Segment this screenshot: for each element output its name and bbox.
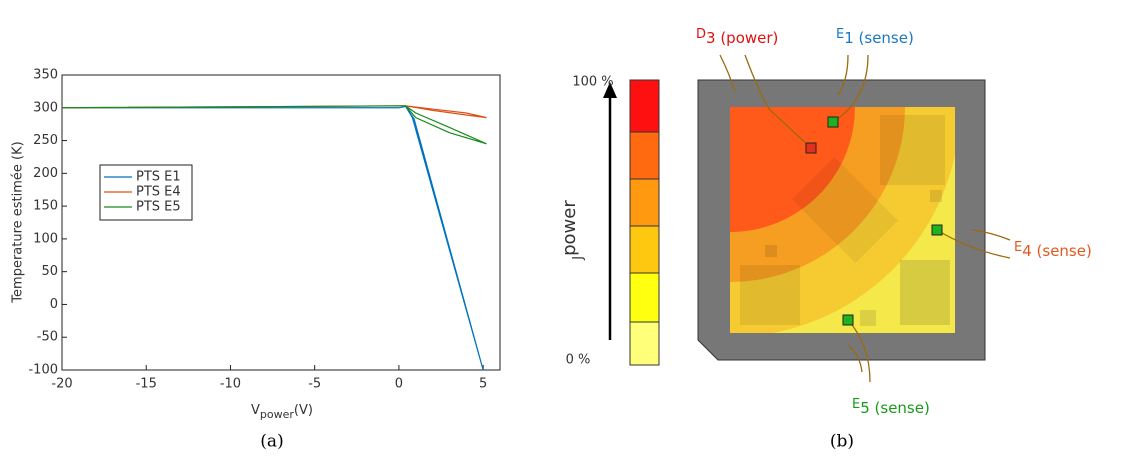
legend-label: PTS E1 [136,170,181,185]
colorbar [629,79,660,366]
heat-map [730,107,955,333]
line [62,105,484,371]
label-e5: E5 (sense) [852,397,930,417]
x-tick-label: 0 [395,377,403,392]
caption: (a) [260,432,283,452]
x-label-main: V [251,403,260,418]
x-label-unit: (V) [294,403,313,418]
sensor [842,314,854,326]
caption: (b) [830,432,854,452]
y-tick-label: -100 [28,363,58,378]
y-tick-label: 250 [33,133,58,148]
legend-label: PTS E4 [136,185,181,200]
label-e1: E1 (sense) [836,27,914,47]
sensor [827,116,839,128]
plot-frame [61,74,501,371]
x-axis-label: Vpower(V) [251,403,313,422]
label-sub: 1 (sense) [844,29,914,47]
label-main: D [696,27,706,42]
y-tick-label: 0 [50,297,58,312]
x-tick-label: -10 [220,377,241,392]
colorbar-label-sub: power [559,200,580,256]
colorbar-label-main: J [571,256,586,261]
label-sub: 4 (sense) [1022,242,1092,260]
label-main: E [836,27,844,42]
legend-label: PTS E5 [136,200,181,215]
colorbar-label: Jpower [559,200,586,261]
y-tick-label: 100 [33,231,58,246]
x-label-sub: power [260,408,294,421]
y-tick-label: -50 [37,330,58,345]
x-tick-label: -15 [136,377,157,392]
power-device [805,142,817,154]
arrow-head [603,82,617,98]
x-tick-label: -20 [51,377,72,392]
label-sub: 3 (power) [706,29,778,47]
colorbar-bottom-label: 0 % [566,353,591,368]
label-main: E [852,397,860,412]
y-tick-label: 50 [41,264,58,279]
x-tick-label: 5 [479,377,487,392]
y-axis-label: Temperature estimée (K) [11,141,26,303]
label-sub: 5 (sense) [860,399,930,417]
y-tick-label: 300 [33,100,58,115]
colorbar-top-label: 100 % [572,75,613,90]
y-tick-label: 150 [33,199,58,214]
line [61,105,487,145]
x-tick-label: -5 [308,377,321,392]
y-tick-label: 350 [33,68,58,83]
line [61,105,487,119]
label-main: E [1014,240,1022,255]
label-d3: D3 (power) [696,27,778,47]
label-e4: E4 (sense) [1014,240,1092,260]
sensor [931,224,943,236]
y-tick-label: 200 [33,166,58,181]
